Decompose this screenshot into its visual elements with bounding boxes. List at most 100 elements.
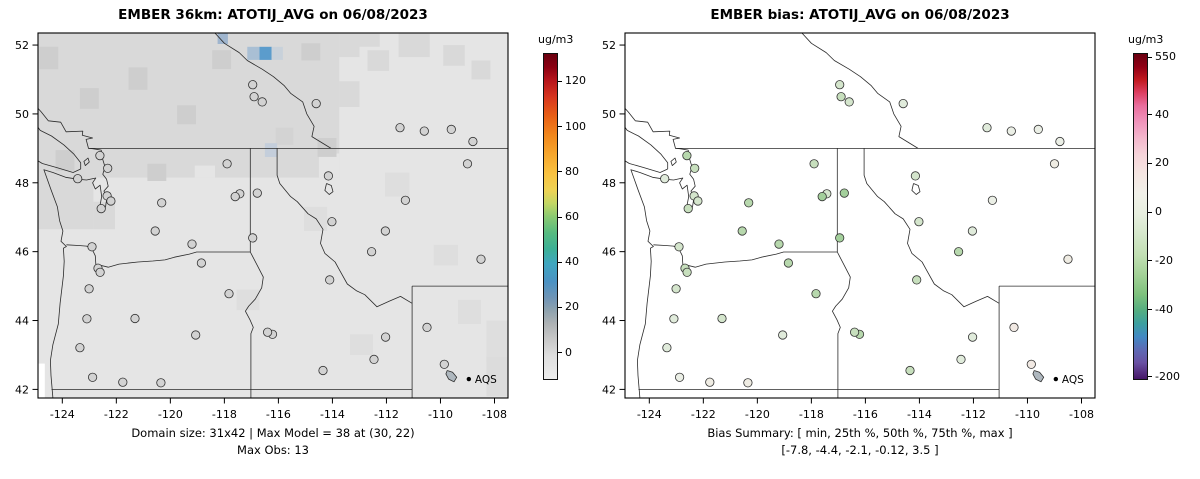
x-tick-label: -124	[637, 408, 662, 421]
or-id-border-snake	[832, 251, 851, 398]
y-tick-label: 46	[602, 246, 616, 259]
obs-station-marker	[682, 151, 692, 161]
obs-station-marker	[967, 226, 977, 236]
obs-station-marker	[156, 378, 166, 388]
obs-station-marker	[249, 92, 259, 102]
obs-station-marker	[248, 233, 258, 243]
flathead-lake	[911, 183, 921, 195]
obs-station-marker	[1063, 254, 1073, 264]
raster-cell	[271, 46, 283, 60]
axis-tick-labels: -124 -122 -120 -118 -116 -114 -112 -110 -108 42 44…	[15, 39, 507, 421]
obs-station-marker	[844, 97, 854, 107]
obs-station-marker	[468, 136, 478, 147]
colorbar-tick-label: 120	[565, 74, 586, 88]
raster-cell	[259, 46, 272, 60]
raster-cell	[458, 299, 481, 324]
obs-station-marker	[84, 284, 94, 294]
raster-cell	[217, 33, 228, 44]
obs-station-marker	[327, 217, 337, 227]
obs-station-marker	[674, 242, 684, 252]
obs-station-marker	[912, 275, 922, 285]
colorbar-tick-mark	[1148, 211, 1152, 213]
y-tick-label: 50	[602, 108, 616, 121]
colorbar-tick-label: 0	[565, 345, 572, 359]
obs-stations	[660, 80, 1073, 388]
obs-station-marker	[743, 378, 753, 388]
raster-cell	[367, 50, 390, 71]
model-raster-cells	[38, 33, 508, 398]
obs-station-marker	[910, 171, 920, 181]
obs-station-marker	[783, 258, 793, 268]
colorbar-tick-label: 20	[565, 300, 579, 314]
obs-station-marker	[263, 327, 273, 337]
obs-station-marker	[982, 123, 992, 133]
obs-station-marker	[96, 204, 106, 214]
obs-station-marker	[671, 284, 681, 294]
obs-station-marker	[380, 332, 391, 342]
obs-station-marker	[1009, 322, 1019, 332]
model-colorbar-ticks: 120 100 80 60 40 20 0	[543, 33, 607, 399]
colorbar-tick-mark	[558, 306, 562, 308]
x-tick-label: -108	[482, 408, 507, 421]
obs-station-marker	[380, 226, 390, 236]
obs-station-marker	[224, 289, 234, 299]
x-tick-label: -124	[50, 408, 75, 421]
colorbar-tick-mark	[1148, 376, 1152, 378]
x-tick-label: -120	[745, 408, 770, 421]
colorbar-tick-mark	[1148, 309, 1152, 311]
obs-station-marker	[419, 126, 429, 136]
obs-station-marker	[130, 313, 140, 324]
x-tick-label: -114	[907, 408, 932, 421]
map-layers	[625, 33, 1095, 398]
plot-frame	[624, 32, 1096, 399]
raster-cell	[385, 172, 410, 197]
y-tick-label: 52	[602, 39, 616, 52]
colorbar-tick-mark	[1148, 162, 1152, 164]
obs-station-marker	[187, 239, 197, 249]
model-map: AQS -124 -122 -120 -118 -116 -114 -112 -110 -108 4…	[15, 32, 509, 421]
obs-station-marker	[967, 332, 978, 342]
y-tick-label: 46	[15, 246, 29, 259]
bc-ab-divide	[801, 33, 919, 149]
obs-station-marker	[905, 365, 915, 376]
obs-station-marker	[230, 192, 240, 202]
obs-station-marker	[318, 365, 328, 376]
obs-station-marker	[191, 330, 201, 340]
raster-cell	[39, 46, 59, 70]
colorbar-tick-label: 40	[1155, 107, 1169, 121]
obs-station-marker	[690, 163, 700, 173]
obs-station-marker	[366, 247, 377, 257]
map-layers	[38, 33, 508, 398]
model-colorbar: ug/m3 120 100 80 60 40 20 0	[538, 33, 607, 399]
pacific-coastline	[38, 107, 109, 398]
obs-station-marker	[95, 267, 105, 277]
obs-station-marker	[1006, 126, 1016, 136]
colorbar-tick-mark	[558, 352, 562, 354]
vancouver-island	[38, 126, 82, 173]
model-caption-domain: Domain size: 31x42 | Max Model = 38 at (…	[131, 426, 415, 440]
obs-station-marker	[682, 267, 692, 277]
x-tick-label: -110	[1015, 408, 1040, 421]
aqs-legend-dot	[466, 376, 472, 382]
obs-station-marker	[817, 192, 827, 202]
model-colorbar-gradient	[543, 53, 558, 380]
obs-station-marker	[744, 198, 754, 208]
obs-station-marker	[737, 226, 747, 236]
colorbar-tick-label: 550	[1155, 50, 1176, 64]
obs-station-marker	[311, 99, 321, 109]
axis-ticks	[32, 44, 495, 404]
raster-cell	[350, 334, 373, 355]
obs-station-marker	[400, 195, 410, 205]
obs-station-marker	[778, 330, 788, 340]
obs-station-marker	[325, 275, 335, 285]
obs-station-marker	[462, 159, 473, 169]
raster-cell	[275, 127, 294, 145]
vancouver-island	[625, 126, 669, 173]
map-borders	[625, 33, 1095, 398]
bias-caption-header: Bias Summary: [ min, 25th %, 50th %, 75t…	[707, 426, 1013, 440]
flathead-lake	[324, 183, 334, 195]
y-tick-label: 44	[602, 315, 616, 328]
obs-station-marker	[669, 314, 679, 324]
obs-station-marker	[693, 196, 703, 206]
colorbar-tick-label: 80	[565, 164, 579, 178]
